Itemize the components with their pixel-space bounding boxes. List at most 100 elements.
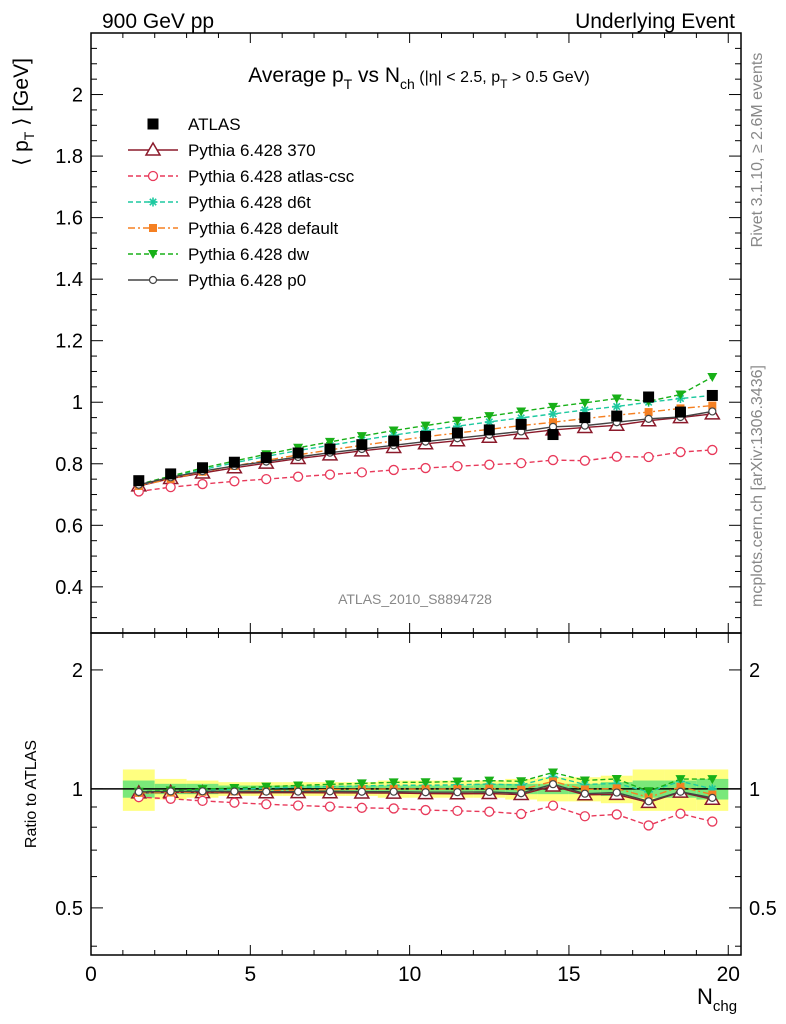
ratio-tick-label-right-1: 1 <box>749 779 760 801</box>
legend-label-atlascsc: Pythia 6.428 atlas-csc <box>188 167 355 186</box>
point-atlas-17 <box>674 406 686 418</box>
point-atlascsc-7 <box>356 467 367 478</box>
chart-title: Average pT vs Nch (|η| < 2.5, pT > 0.5 G… <box>248 64 589 92</box>
legend: ATLAS Pythia 6.428 370 Pythia 6.428 atlas-… <box>128 115 355 290</box>
ratio-point-p0-2 <box>198 787 207 796</box>
y-tick-label-7: 1.8 <box>55 146 83 168</box>
ratio-point-dw-10 <box>452 777 463 787</box>
header-left: 900 GeV pp <box>102 10 214 33</box>
ratio-point-p0-17 <box>676 787 685 796</box>
point-atlas-18 <box>706 389 718 401</box>
series-atlas <box>133 389 718 487</box>
point-atlas-0 <box>133 475 145 487</box>
point-dw-14 <box>579 398 590 408</box>
ratio-point-p0-3 <box>230 787 239 796</box>
series-atlascsc <box>133 444 718 497</box>
point-dw-11 <box>484 412 495 422</box>
ratio-point-dw-7 <box>356 779 367 789</box>
point-atlas-7 <box>356 439 368 451</box>
x-axis-label-a: N <box>697 984 713 1009</box>
point-atlascsc-12 <box>515 458 527 469</box>
point-dw-10 <box>452 416 463 426</box>
y-tick-label-5: 1.4 <box>55 269 83 291</box>
legend-marker-atlascsc <box>147 170 159 182</box>
point-atlas-6 <box>324 443 336 455</box>
y-tick-label-4: 1.2 <box>55 331 83 353</box>
ratio-point-dw-8 <box>388 778 399 788</box>
ratio-point-p0-5 <box>294 787 303 796</box>
ratio-point-atlascsc-14 <box>579 811 591 822</box>
y-tick-label-2: 0.8 <box>55 454 83 476</box>
ratio-point-default-17 <box>676 782 685 791</box>
ratio-point-dw-9 <box>420 778 431 788</box>
main-plot: 0.4 0.6 0.8 1 1.2 1.4 1.6 1.8 2 <box>55 32 742 634</box>
point-atlascsc-18 <box>707 444 718 456</box>
point-atlascsc-9 <box>420 462 431 474</box>
point-dw-17 <box>675 390 686 400</box>
point-atlas-3 <box>228 456 240 468</box>
ratio-point-dw-12 <box>516 777 527 787</box>
ratio-point-dw-4 <box>261 782 272 792</box>
ratio-tick-label-left-0: 0.5 <box>55 898 83 920</box>
ratio-point-atlascsc-12 <box>515 808 527 820</box>
rivet-label: Rivet 3.1.10, ≥ 2.6M events <box>749 53 766 248</box>
ratio-point-p0-1 <box>166 787 175 796</box>
ratio-point-p0-18 <box>708 793 717 802</box>
point-atlas-10 <box>451 427 463 439</box>
legend-marker-default <box>149 224 157 232</box>
x-axis-label-sub: chg <box>713 998 737 1015</box>
y-tick-label-8: 2 <box>72 85 83 107</box>
ratio-point-default-15 <box>612 784 621 793</box>
legend-label-dw: Pythia 6.428 dw <box>188 245 310 264</box>
ratio-point-p0-16 <box>644 797 653 806</box>
point-dw-6 <box>324 437 335 447</box>
y-tick-label-6: 1.6 <box>55 208 83 230</box>
ratio-point-p0-14 <box>580 789 589 798</box>
point-dw-12 <box>516 407 527 417</box>
point-dw-9 <box>420 421 431 431</box>
y-axis-label-sub: T <box>21 131 37 140</box>
ratio-point-atlascsc-13 <box>547 800 559 811</box>
point-p0-16 <box>644 414 653 423</box>
legend-marker-p0 <box>148 275 158 285</box>
x-tick-label-0: 0 <box>85 963 97 986</box>
ratio-tick-label-right-0: 0.5 <box>749 898 777 920</box>
legend-label-p0: Pythia 6.428 p0 <box>188 271 306 290</box>
ratio-point-dw-18 <box>707 775 718 785</box>
ratio-point-dw-11 <box>484 776 495 786</box>
title-c-sub: T <box>500 77 508 91</box>
point-d6t-11-d2 <box>485 418 494 426</box>
ratio-point-p0-13 <box>548 780 558 789</box>
ratio-point-default-14 <box>580 785 589 794</box>
ratio-point-atlascsc-10 <box>452 805 463 817</box>
point-atlascsc-13 <box>547 454 559 466</box>
y-axis-label-a: ⟨ p <box>10 140 33 166</box>
point-p0-18 <box>708 407 717 416</box>
ratio-point-p0-7 <box>357 787 366 796</box>
title-c: (|η| < 2.5, p <box>415 69 500 86</box>
point-d6t-14-d2 <box>581 406 589 414</box>
point-atlascsc-3 <box>229 476 240 487</box>
ratio-series-atlascsc <box>133 792 718 831</box>
point-atlas-11 <box>483 424 495 436</box>
series-p370 <box>130 405 721 492</box>
point-dw-18 <box>707 373 718 382</box>
ratio-point-dw-13 <box>548 768 559 778</box>
ratio-point-p0-9 <box>421 788 430 797</box>
ratio-point-dw-16 <box>643 787 654 797</box>
y-tick-label-3: 1 <box>72 392 83 414</box>
x-tick-label-3: 15 <box>557 963 580 986</box>
ratio-point-p0-11 <box>485 787 494 797</box>
point-dw-7 <box>356 432 367 442</box>
legend-label-p370: Pythia 6.428 370 <box>188 141 316 160</box>
ratio-point-p0-6 <box>325 787 335 796</box>
point-atlas-12 <box>515 418 527 430</box>
legend-label-d6t: Pythia 6.428 d6t <box>188 193 311 212</box>
ratio-point-dw-14 <box>579 776 590 786</box>
legend-label-atlas: ATLAS <box>188 115 241 134</box>
point-default-18 <box>708 401 717 410</box>
point-atlas-8 <box>388 435 400 447</box>
point-atlas-14 <box>579 412 591 424</box>
y-axis-label: ⟨ pT ⟩ [GeV] <box>10 58 37 166</box>
point-atlascsc-6 <box>324 469 336 480</box>
